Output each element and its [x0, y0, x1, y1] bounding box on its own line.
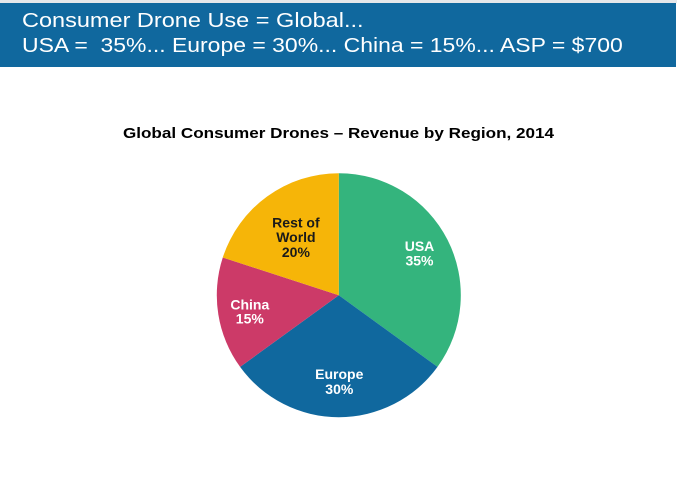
svg-text:Europe: Europe: [315, 366, 363, 382]
svg-text:30%: 30%: [325, 381, 354, 397]
svg-text:China: China: [230, 296, 269, 312]
svg-text:35%: 35%: [405, 253, 434, 269]
svg-text:World: World: [276, 229, 315, 245]
svg-text:USA: USA: [405, 238, 435, 254]
svg-text:15%: 15%: [236, 310, 265, 326]
svg-text:20%: 20%: [282, 244, 311, 260]
svg-text:Rest of: Rest of: [272, 215, 320, 231]
